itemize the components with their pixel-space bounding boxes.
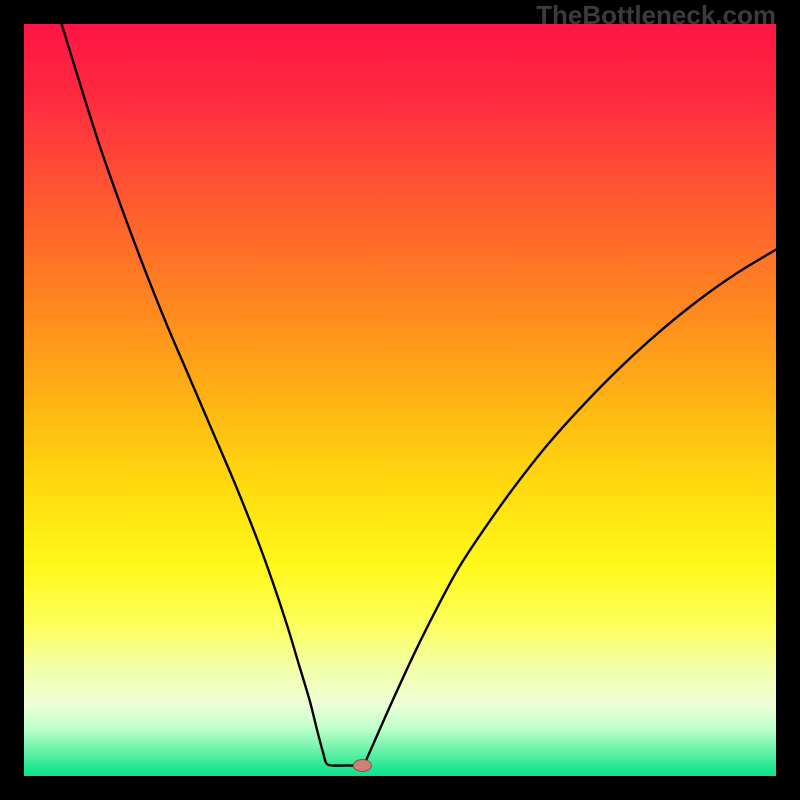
chart-area (24, 24, 776, 776)
optimal-point-marker (353, 759, 371, 771)
chart-svg (24, 24, 776, 776)
chart-background (24, 24, 776, 776)
watermark-text: TheBottleneck.com (536, 0, 776, 31)
